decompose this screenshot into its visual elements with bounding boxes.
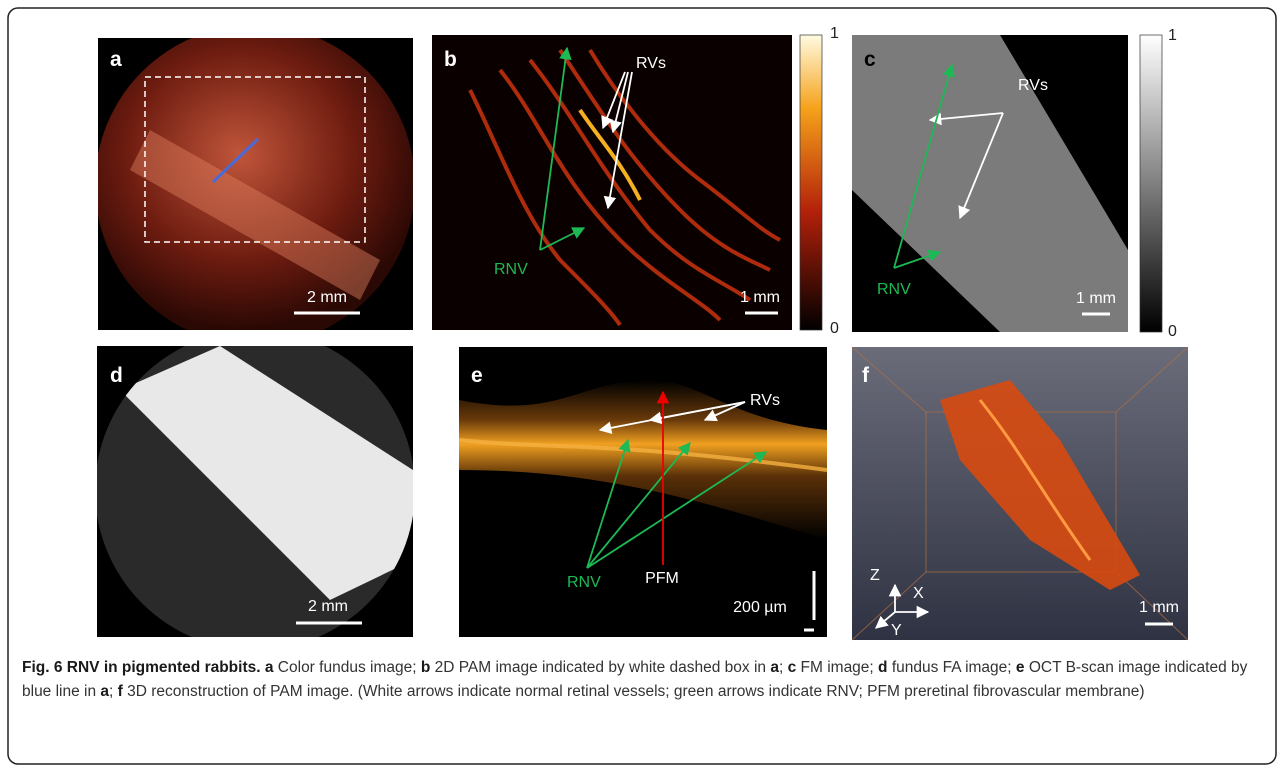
caption-bold: Fig. 6 RNV in pigmented rabbits. [22,659,261,676]
caption-bold: e [1016,659,1025,676]
scale-bar-label: 200 µm [733,599,787,616]
scale-bar-label: 2 mm [308,598,348,615]
colorbar-tick: 0 [1168,323,1177,340]
caption-text: Color fundus image; [274,659,421,676]
axis-label: Z [870,567,880,584]
caption-text: 2D PAM image indicated by white dashed b… [430,659,770,676]
panel-letter: c [864,48,876,71]
caption-text: 3D reconstruction of PAM image. (White a… [123,683,1145,700]
annotation: PFM [645,570,679,587]
caption-text: ; [109,683,118,700]
annotation: RVs [750,392,780,409]
scale-bar-label: 1 mm [740,289,780,306]
panel-d: d 2 mm [97,346,413,637]
caption-text: ; [779,659,788,676]
caption-bold: a [261,659,274,676]
colorbar-tick: 0 [830,320,839,337]
panel-letter: a [110,48,122,71]
caption-bold: a [770,659,779,676]
panel-b: 1 0 b RVs RNV 1 mm [432,25,839,337]
colorbar-tick: 1 [1168,27,1177,44]
caption-text: FM image; [796,659,878,676]
caption-bold: d [878,659,887,676]
axis-label: Y [891,622,902,639]
panel-f: f Z X Y 1 mm [852,347,1188,640]
scale-bar-label: 1 mm [1076,290,1116,307]
annotation: RNV [877,281,911,298]
panel-a: a 2 mm [98,38,413,330]
panel-letter: e [471,364,483,387]
caption-text: fundus FA image; [888,659,1016,676]
scale-bar-label: 1 mm [1139,599,1179,616]
page: a 2 mm 1 0 b RVs RNV 1 mm 1 0 c RVs RNV … [0,0,1284,774]
annotation: RVs [1018,77,1048,94]
caption: Fig. 6 RNV in pigmented rabbits. a Color… [22,656,1257,704]
panel-letter: b [444,48,457,71]
caption-bold: c [788,659,797,676]
panel-c: 1 0 c RVs RNV 1 mm [852,27,1177,340]
axis-label: X [913,585,924,602]
caption-bold: a [100,683,109,700]
annotation: RVs [636,55,666,72]
panel-letter: f [862,364,870,387]
panel-letter: d [110,364,123,387]
caption-bold: b [421,659,430,676]
annotation: RNV [494,261,528,278]
annotation: RNV [567,574,601,591]
colorbar-tick: 1 [830,25,839,42]
panel-e: e RVs RNV PFM 200 µm [459,347,827,637]
scale-bar-label: 2 mm [307,289,347,306]
